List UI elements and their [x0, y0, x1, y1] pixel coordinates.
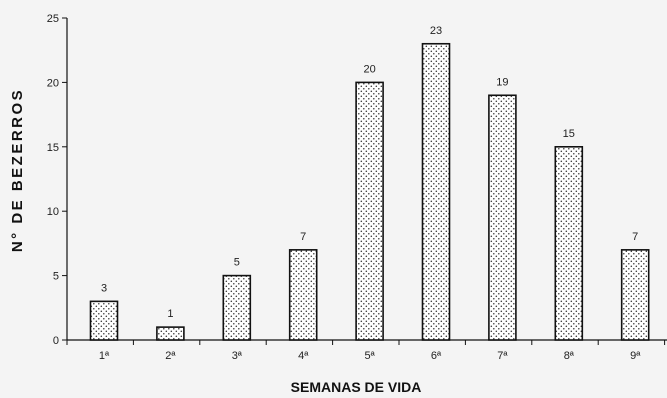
- x-tick-label: 5ª: [364, 350, 375, 362]
- bar: [620, 249, 650, 341]
- bar-value-label: 7: [300, 231, 306, 243]
- bar-value-label: 1: [167, 308, 173, 320]
- bar: [288, 249, 318, 341]
- bar: [488, 94, 517, 341]
- y-ticks: 0 5 10 15 20 25: [47, 13, 67, 347]
- bar: [421, 42, 451, 341]
- bar-value-label: 19: [496, 76, 508, 88]
- x-tick-label: 1ª: [99, 350, 110, 362]
- x-tick-label: 6ª: [431, 350, 442, 362]
- y-axis-title: N° DE BEZERROS: [9, 88, 26, 252]
- x-tick-label: 3ª: [232, 350, 243, 362]
- bar-value-label: 3: [101, 282, 107, 294]
- x-ticks: 1ª 2ª 3ª 4ª 5ª 6ª 7ª 8ª 9ª: [66, 340, 666, 362]
- bar-value-label: 20: [363, 63, 375, 75]
- x-tick-label: 7ª: [497, 350, 508, 362]
- x-tick-label: 9ª: [630, 350, 641, 362]
- bar: [355, 81, 384, 341]
- bar-value-label: 15: [563, 128, 575, 140]
- bar: [554, 146, 584, 341]
- y-tick-label: 10: [47, 206, 59, 218]
- bar-value-label: 23: [430, 25, 442, 37]
- x-tick-label: 8ª: [564, 350, 575, 362]
- bar: [89, 300, 119, 341]
- x-axis-title: SEMANAS DE VIDA: [291, 379, 422, 395]
- y-tick-label: 0: [53, 335, 59, 347]
- bar: [222, 274, 252, 341]
- x-tick-label: 2ª: [165, 350, 176, 362]
- y-tick-label: 20: [47, 77, 59, 89]
- bar-value-label: 5: [234, 257, 240, 269]
- y-tick-label: 15: [47, 142, 59, 154]
- y-tick-label: 5: [53, 271, 59, 283]
- bars: [89, 42, 650, 341]
- bar-value-label: 7: [632, 231, 638, 243]
- x-tick-label: 4ª: [298, 350, 309, 362]
- y-tick-label: 25: [47, 13, 59, 25]
- bar: [156, 326, 185, 341]
